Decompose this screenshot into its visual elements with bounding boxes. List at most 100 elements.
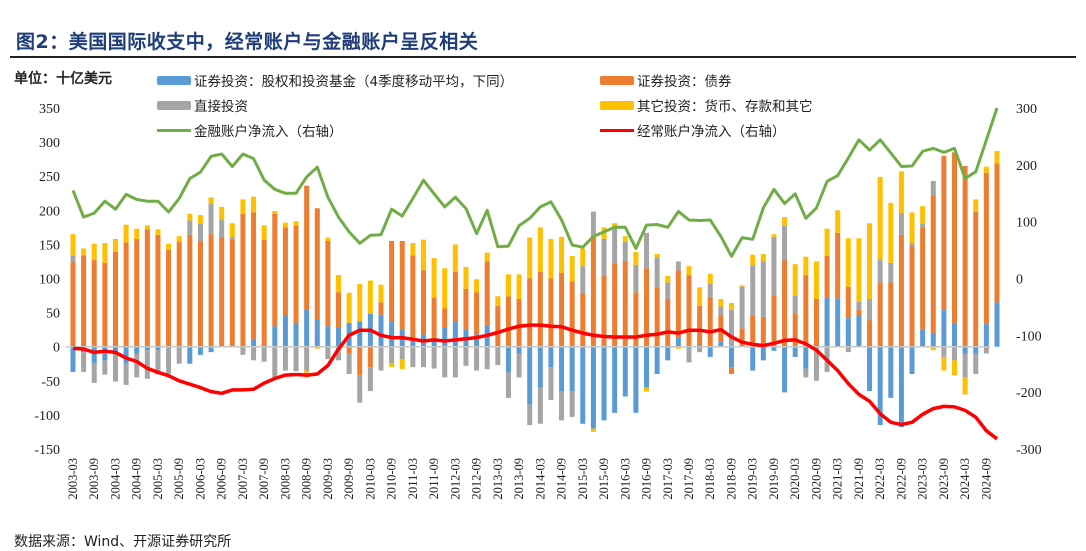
left-axis-tick: 0 bbox=[53, 341, 60, 356]
bar-segment-other bbox=[70, 234, 76, 256]
bar-segment-other bbox=[856, 238, 862, 302]
bar-segment-other bbox=[495, 296, 501, 306]
bar-segment-other bbox=[590, 428, 596, 432]
bar-segment-bonds bbox=[983, 172, 989, 325]
legend-swatch-equity bbox=[157, 75, 191, 85]
bar-segment-bonds bbox=[994, 163, 1000, 303]
bar-segment-fdi bbox=[325, 346, 331, 359]
bar-segment-other bbox=[336, 275, 342, 293]
x-axis-tick: 2017-03 bbox=[661, 458, 675, 500]
x-axis-tick: 2016-03 bbox=[618, 458, 632, 500]
bar-segment-other bbox=[166, 243, 172, 250]
bar-segment-fdi bbox=[590, 211, 596, 238]
bar-segment-bonds bbox=[909, 246, 915, 347]
bar-segment-fdi bbox=[920, 223, 926, 228]
x-axis-tick: 2016-09 bbox=[640, 458, 654, 500]
bar-segment-other bbox=[750, 254, 756, 266]
bar-segment-fdi bbox=[728, 309, 734, 347]
x-axis-tick: 2017-09 bbox=[682, 458, 696, 500]
bar-segment-fdi bbox=[123, 363, 129, 385]
bar-segment-fdi bbox=[452, 346, 458, 378]
bar-segment-bonds bbox=[697, 305, 703, 347]
bar-segment-equity bbox=[112, 346, 118, 354]
bar-segment-bonds bbox=[707, 296, 713, 347]
bar-segment-fdi bbox=[675, 261, 681, 271]
bar-segment-equity bbox=[771, 346, 777, 351]
bar-segment-fdi bbox=[983, 346, 989, 354]
bar-segment-equity bbox=[91, 346, 97, 364]
bar-segment-other bbox=[144, 225, 150, 230]
bar-segment-equity bbox=[251, 339, 257, 347]
x-axis-tick: 2009-09 bbox=[342, 458, 356, 500]
x-axis-tick: 2005-03 bbox=[151, 458, 165, 500]
x-axis-tick: 2010-03 bbox=[363, 458, 377, 500]
bar-segment-other bbox=[548, 238, 554, 279]
bar-segment-equity bbox=[336, 327, 342, 347]
bar-segment-other bbox=[675, 346, 681, 349]
bar-segment-equity bbox=[633, 346, 639, 413]
bar-segment-bonds bbox=[792, 313, 798, 347]
bar-segment-equity bbox=[389, 321, 395, 347]
x-axis-tick: 2012-03 bbox=[448, 458, 462, 500]
bar-segment-other bbox=[665, 275, 671, 283]
x-axis-tick: 2020-03 bbox=[788, 458, 802, 500]
bar-segment-bonds bbox=[431, 297, 437, 338]
bar-segment-fdi bbox=[474, 346, 480, 371]
left-axis-tick: -150 bbox=[34, 443, 60, 458]
right-axis-tick: 0 bbox=[1016, 273, 1023, 288]
right-axis-tick: -300 bbox=[1016, 443, 1042, 458]
bar-segment-equity bbox=[293, 322, 299, 347]
x-axis-tick: 2006-09 bbox=[215, 458, 229, 500]
bar-segment-bonds bbox=[367, 346, 373, 368]
bar-segment-bonds bbox=[378, 302, 384, 315]
bar-segment-other bbox=[888, 202, 894, 263]
bar-segment-bonds bbox=[569, 281, 575, 347]
bar-segment-other bbox=[272, 210, 278, 214]
bar-segment-other bbox=[389, 363, 395, 368]
bar-segment-bonds bbox=[251, 212, 257, 340]
title-divider bbox=[10, 56, 1076, 58]
bar-segment-equity bbox=[930, 333, 936, 347]
bar-segment-bonds bbox=[824, 255, 830, 298]
bar-segment-equity bbox=[282, 316, 288, 347]
bar-segment-fdi bbox=[962, 353, 968, 378]
bar-segment-other bbox=[452, 244, 458, 272]
bar-segment-equity bbox=[675, 337, 681, 347]
bar-segment-fdi bbox=[898, 213, 904, 235]
bar-segment-equity bbox=[187, 346, 193, 364]
bar-segment-other bbox=[527, 237, 533, 279]
bar-segment-equity bbox=[877, 346, 883, 426]
bar-segment-fdi bbox=[346, 353, 352, 374]
bar-segment-other bbox=[261, 225, 267, 240]
legend-item-fdi: 直接投资 bbox=[157, 95, 248, 115]
bar-segment-fdi bbox=[91, 363, 97, 383]
bar-segment-bonds bbox=[399, 240, 405, 330]
bar-segment-fdi bbox=[304, 346, 310, 371]
bar-segment-fdi bbox=[176, 346, 182, 364]
bar-segment-bonds bbox=[474, 292, 480, 335]
legend-label-bonds: 证券投资：债券 bbox=[637, 74, 732, 90]
x-axis-tick: 2019-09 bbox=[767, 458, 781, 500]
bar-segment-bonds bbox=[282, 227, 288, 317]
bar-segment-bonds bbox=[155, 234, 161, 347]
bar-segment-equity bbox=[590, 346, 596, 429]
bar-segment-other bbox=[442, 268, 448, 309]
bar-segment-fdi bbox=[888, 262, 894, 283]
bar-segment-fdi bbox=[357, 375, 363, 403]
bar-segment-fdi bbox=[442, 346, 448, 378]
bar-segment-fdi bbox=[155, 350, 161, 375]
bar-segment-fdi bbox=[282, 346, 288, 371]
x-axis-tick: 2004-03 bbox=[108, 458, 122, 500]
bar-segment-bonds bbox=[240, 213, 246, 347]
x-axis-tick: 2024-09 bbox=[979, 458, 993, 500]
x-axis-tick: 2023-03 bbox=[916, 458, 930, 500]
bar-segment-bonds bbox=[442, 308, 448, 328]
bar-segment-fdi bbox=[930, 180, 936, 196]
bar-segment-fdi bbox=[70, 255, 76, 263]
bar-segment-bonds bbox=[452, 271, 458, 322]
bar-segment-other bbox=[399, 358, 405, 370]
x-axis-tick: 2021-09 bbox=[852, 458, 866, 500]
bar-segment-equity bbox=[559, 346, 565, 392]
left-axis-tick: 200 bbox=[39, 204, 60, 219]
bar-segment-fdi bbox=[760, 261, 766, 317]
